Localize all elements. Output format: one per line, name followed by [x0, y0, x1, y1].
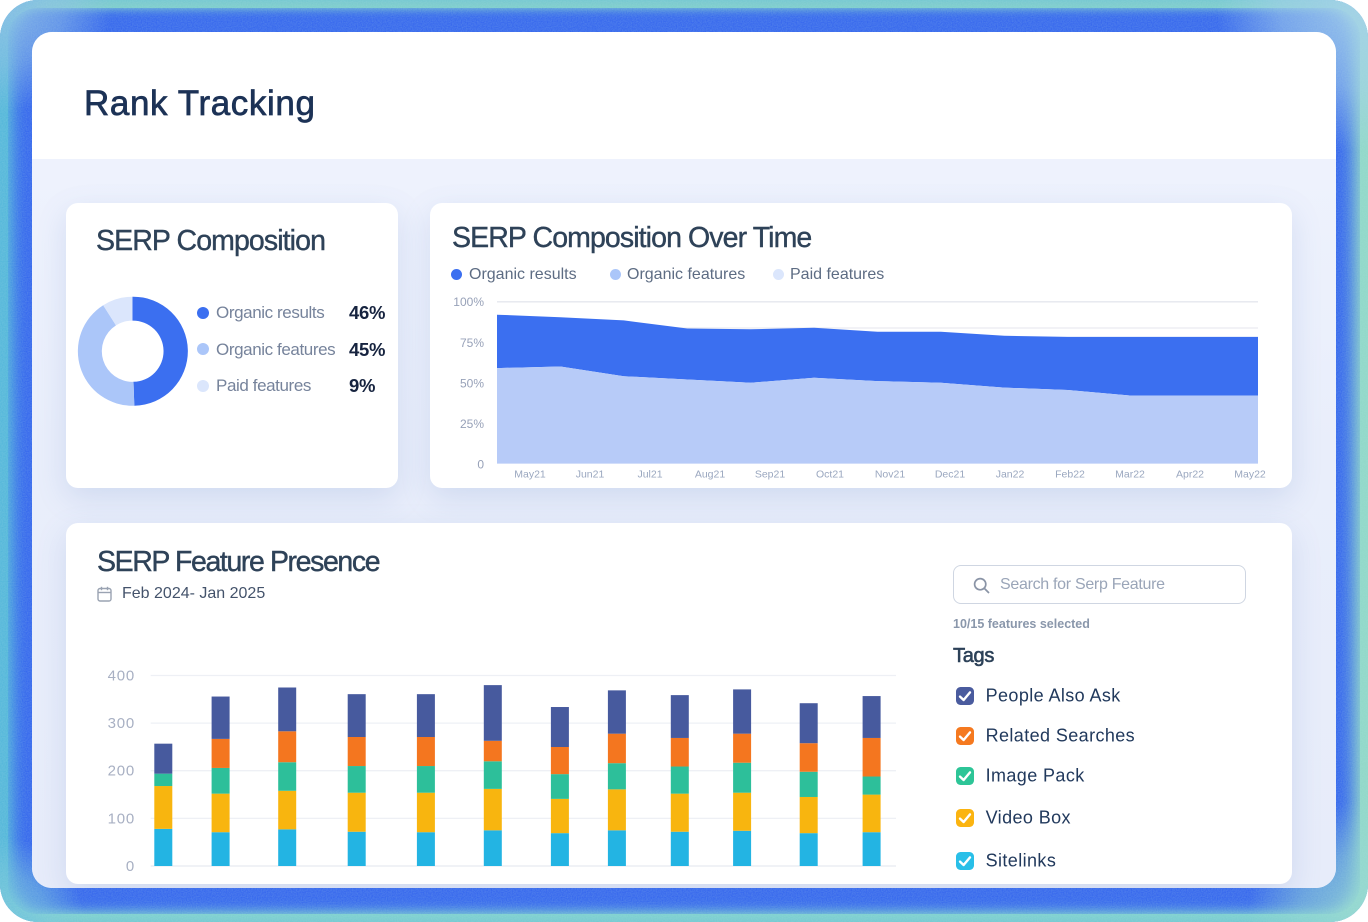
svg-text:Feb22: Feb22	[1055, 469, 1085, 481]
svg-text:400: 400	[108, 668, 135, 685]
svg-text:200: 200	[108, 763, 135, 780]
svg-text:0: 0	[477, 457, 484, 471]
svg-text:100%: 100%	[453, 295, 484, 309]
svg-text:75%: 75%	[460, 336, 484, 350]
svg-text:Mar22: Mar22	[1115, 469, 1145, 481]
svg-text:Jun21: Jun21	[576, 469, 605, 481]
svg-text:Jul21: Jul21	[637, 469, 662, 481]
svg-text:Jan22: Jan22	[996, 469, 1025, 481]
svg-text:25%: 25%	[460, 417, 484, 431]
svg-text:0: 0	[126, 858, 135, 875]
svg-text:Nov21: Nov21	[875, 469, 906, 481]
svg-text:Sep21: Sep21	[755, 469, 786, 481]
svg-text:Oct21: Oct21	[816, 469, 844, 481]
svg-text:Aug21: Aug21	[695, 469, 726, 481]
svg-text:50%: 50%	[460, 376, 484, 390]
svg-text:300: 300	[108, 715, 135, 732]
svg-text:May21: May21	[514, 469, 546, 481]
svg-text:Dec21: Dec21	[935, 469, 966, 481]
svg-text:Apr22: Apr22	[1176, 469, 1204, 481]
svg-text:May22: May22	[1234, 469, 1266, 481]
svg-text:100: 100	[108, 810, 135, 827]
